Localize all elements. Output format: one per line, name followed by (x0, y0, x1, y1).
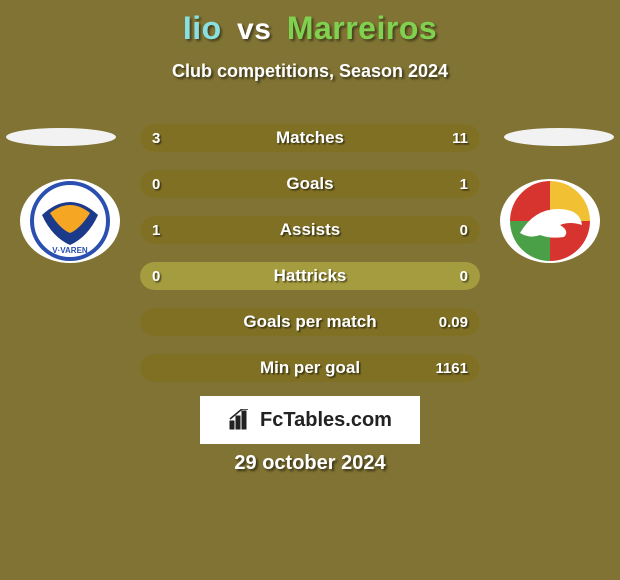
watermark-box: FcTables.com (200, 396, 420, 444)
vs-text: vs (231, 13, 277, 46)
stat-label: Matches (140, 124, 480, 152)
stat-row: 311Matches (140, 124, 480, 152)
shadow-ellipse-left (6, 128, 116, 146)
vvaren-logo-icon: V·VAREN (20, 179, 120, 263)
stat-label: Assists (140, 216, 480, 244)
stat-row: 01Goals (140, 170, 480, 198)
fctables-logo-icon (228, 409, 254, 431)
player1-name: Iio (183, 10, 222, 46)
watermark-text: FcTables.com (260, 409, 392, 432)
date-text: 29 october 2024 (0, 452, 620, 475)
stat-row: 10Assists (140, 216, 480, 244)
stat-row: 00Hattricks (140, 262, 480, 290)
player2-name: Marreiros (287, 10, 437, 46)
subtitle: Club competitions, Season 2024 (0, 61, 620, 82)
stat-row: 1161Min per goal (140, 354, 480, 382)
team-logo-left: V·VAREN (20, 179, 120, 263)
shadow-ellipse-right (504, 128, 614, 146)
stat-label: Min per goal (140, 354, 480, 382)
stat-label: Goals (140, 170, 480, 198)
team-logo-right (500, 179, 600, 263)
jef-logo-icon (500, 179, 600, 263)
stat-label: Goals per match (140, 308, 480, 336)
svg-text:V·VAREN: V·VAREN (52, 246, 88, 255)
stat-bars: 311Matches 01Goals 10Assists 00Hattricks 0.0… (140, 124, 480, 400)
stat-label: Hattricks (140, 262, 480, 290)
stat-row: 0.09Goals per match (140, 308, 480, 336)
page-title: Iio vs Marreiros (0, 0, 620, 47)
